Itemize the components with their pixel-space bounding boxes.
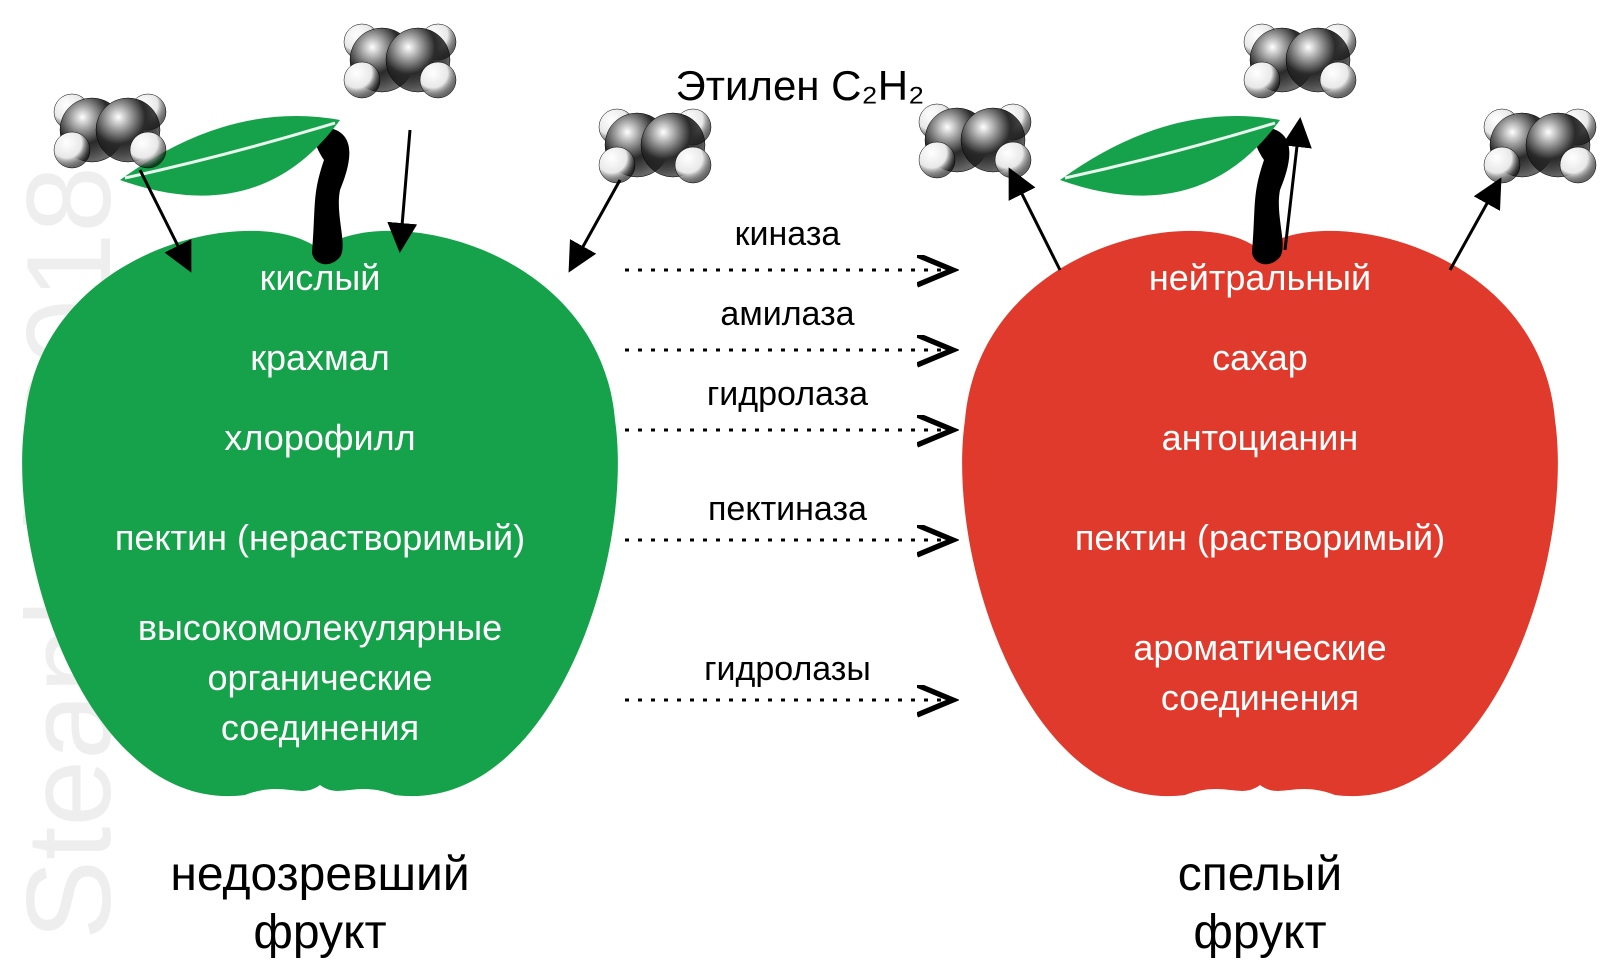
unripe-line-4: высокомолекулярные [138,607,502,648]
molecule-ripe-0 [919,104,1031,178]
unripe-line-6: соединения [221,707,419,748]
unripe-title-2: фрукт [253,906,386,959]
enzyme-label-2: гидролаза [707,375,868,413]
unripe-line-1: крахмал [250,337,390,378]
enzyme-label-1: амилаза [720,295,854,333]
molecule-unripe-1 [344,24,456,98]
unripe-title-1: недозревший [170,848,469,901]
unripe-line-5: органические [207,657,432,698]
ripe-line-4: ароматические [1133,627,1386,668]
mol-arrow-in-2 [570,180,620,270]
mol-arrow-out-2 [1450,180,1500,270]
ripe-apple-leaf [1060,116,1280,196]
molecule-ripe-1 [1244,24,1356,98]
ripe-line-3: пектин (растворимый) [1075,517,1445,558]
molecule-ripe-2 [1484,109,1596,183]
enzyme-label-0: киназа [735,215,841,253]
ripe-line-1: сахар [1212,337,1308,378]
ripe-line-0: нейтральный [1149,257,1371,298]
enzyme-label-4: гидролазы [704,650,871,688]
ripe-line-2: антоцианин [1162,417,1359,458]
enzyme-label-3: пектиназа [708,490,867,528]
mol-arrow-out-1 [1285,120,1300,250]
molecule-unripe-0 [54,94,166,168]
ripe-title-1: спелый [1178,848,1342,901]
molecule-unripe-2 [599,109,711,183]
unripe-line-3: пектин (нерастворимый) [115,517,525,558]
mol-arrow-out-0 [1010,170,1060,270]
unripe-line-2: хлорофилл [224,417,415,458]
unripe-line-0: кислый [260,257,381,298]
ethylene-formula: Этилен C₂H₂ [676,62,925,109]
ripe-title-2: фрукт [1193,906,1326,959]
ripe-line-5: соединения [1161,677,1359,718]
